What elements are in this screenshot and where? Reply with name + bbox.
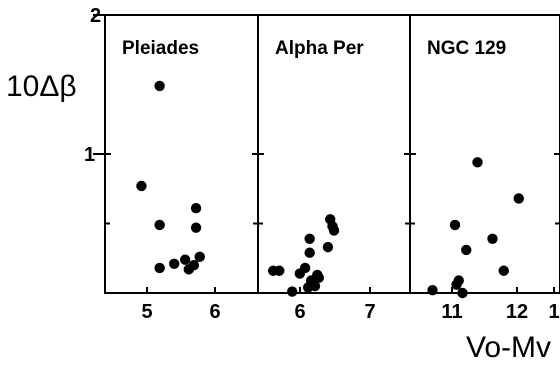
data-point: [427, 285, 438, 296]
data-point: [154, 262, 165, 274]
data-point: [154, 219, 165, 231]
data-point: [328, 225, 340, 236]
y-tick-label-1: 1: [84, 144, 95, 166]
panel-title: Pleiades: [122, 38, 199, 59]
data-point: [498, 265, 509, 276]
data-point: [513, 193, 524, 204]
data-point: [461, 244, 472, 256]
data-point: [487, 233, 498, 244]
panels-layer: Pleiades 5 6 Alpha Per 6 7 NGC 129 11 12 1: [93, 14, 560, 323]
x-tick-label: 11: [441, 301, 462, 323]
data-point: [154, 80, 165, 92]
x-tick-label: 12: [506, 301, 528, 323]
data-point: [313, 272, 324, 283]
data-point: [472, 157, 483, 168]
data-point: [322, 241, 334, 253]
panel-title: NGC 129: [427, 38, 506, 59]
data-point: [190, 203, 202, 214]
data-point: [299, 262, 311, 274]
data-point: [179, 254, 191, 265]
data-point: [304, 233, 315, 244]
data-point: [457, 287, 468, 299]
x-tick-label: 6: [294, 301, 305, 323]
y-tick-label-2: 2: [90, 5, 101, 27]
x-axis-label: Vo-Mv: [466, 331, 551, 364]
x-tick-label: 6: [209, 301, 220, 323]
data-point: [304, 247, 315, 258]
data-point: [287, 286, 298, 297]
data-point: [169, 258, 180, 270]
data-point: [453, 275, 464, 286]
data-point: [188, 260, 200, 271]
panel-title: Alpha Per: [275, 38, 364, 59]
data-point: [136, 180, 147, 192]
data-point: [449, 219, 461, 231]
x-tick-label: 1: [548, 301, 559, 323]
data-point: [274, 265, 285, 276]
data-point: [309, 280, 321, 292]
panel-3: NGC 129 11 12 1: [406, 14, 560, 323]
data-point: [190, 222, 202, 233]
data-point: [194, 251, 205, 263]
panel-1: Pleiades 5 6: [93, 14, 262, 323]
x-tick-label: 7: [364, 301, 375, 323]
x-tick-label: 5: [141, 301, 152, 323]
panel-2: Alpha Per 6 7: [254, 14, 414, 323]
y-axis-label: 10Δβ: [6, 70, 77, 103]
